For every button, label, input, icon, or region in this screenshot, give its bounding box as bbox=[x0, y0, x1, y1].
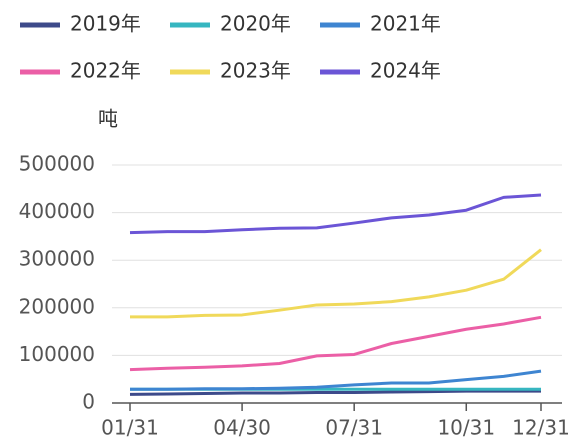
line bbox=[129, 315, 542, 372]
legend-label: 2024年 bbox=[370, 59, 441, 83]
x-tick-label: 10/31 bbox=[437, 416, 495, 440]
x-tick-label: 01/31 bbox=[101, 416, 159, 440]
line bbox=[130, 248, 542, 319]
line bbox=[130, 369, 542, 391]
y-tick-label: 200000 bbox=[19, 294, 95, 318]
line bbox=[129, 389, 541, 396]
y-tick-label: 100000 bbox=[19, 342, 95, 366]
y-tick-label: 500000 bbox=[19, 152, 95, 176]
y-tick-label: 400000 bbox=[19, 199, 95, 223]
legend-label: 2020年 bbox=[220, 12, 291, 36]
x-tick-label: 12/31 bbox=[512, 416, 570, 440]
legend-label: 2023年 bbox=[220, 59, 291, 83]
y-tick-label: 300000 bbox=[19, 247, 95, 271]
x-tick-label: 07/31 bbox=[325, 416, 383, 440]
legend-label: 2019年 bbox=[70, 12, 141, 36]
y-tick-label: 0 bbox=[82, 390, 95, 414]
line bbox=[129, 193, 542, 235]
x-tick-label: 04/30 bbox=[213, 416, 271, 440]
legend-label: 2022年 bbox=[70, 59, 141, 83]
y-axis-label: 吨 bbox=[98, 107, 118, 131]
legend-label: 2021年 bbox=[370, 12, 441, 36]
